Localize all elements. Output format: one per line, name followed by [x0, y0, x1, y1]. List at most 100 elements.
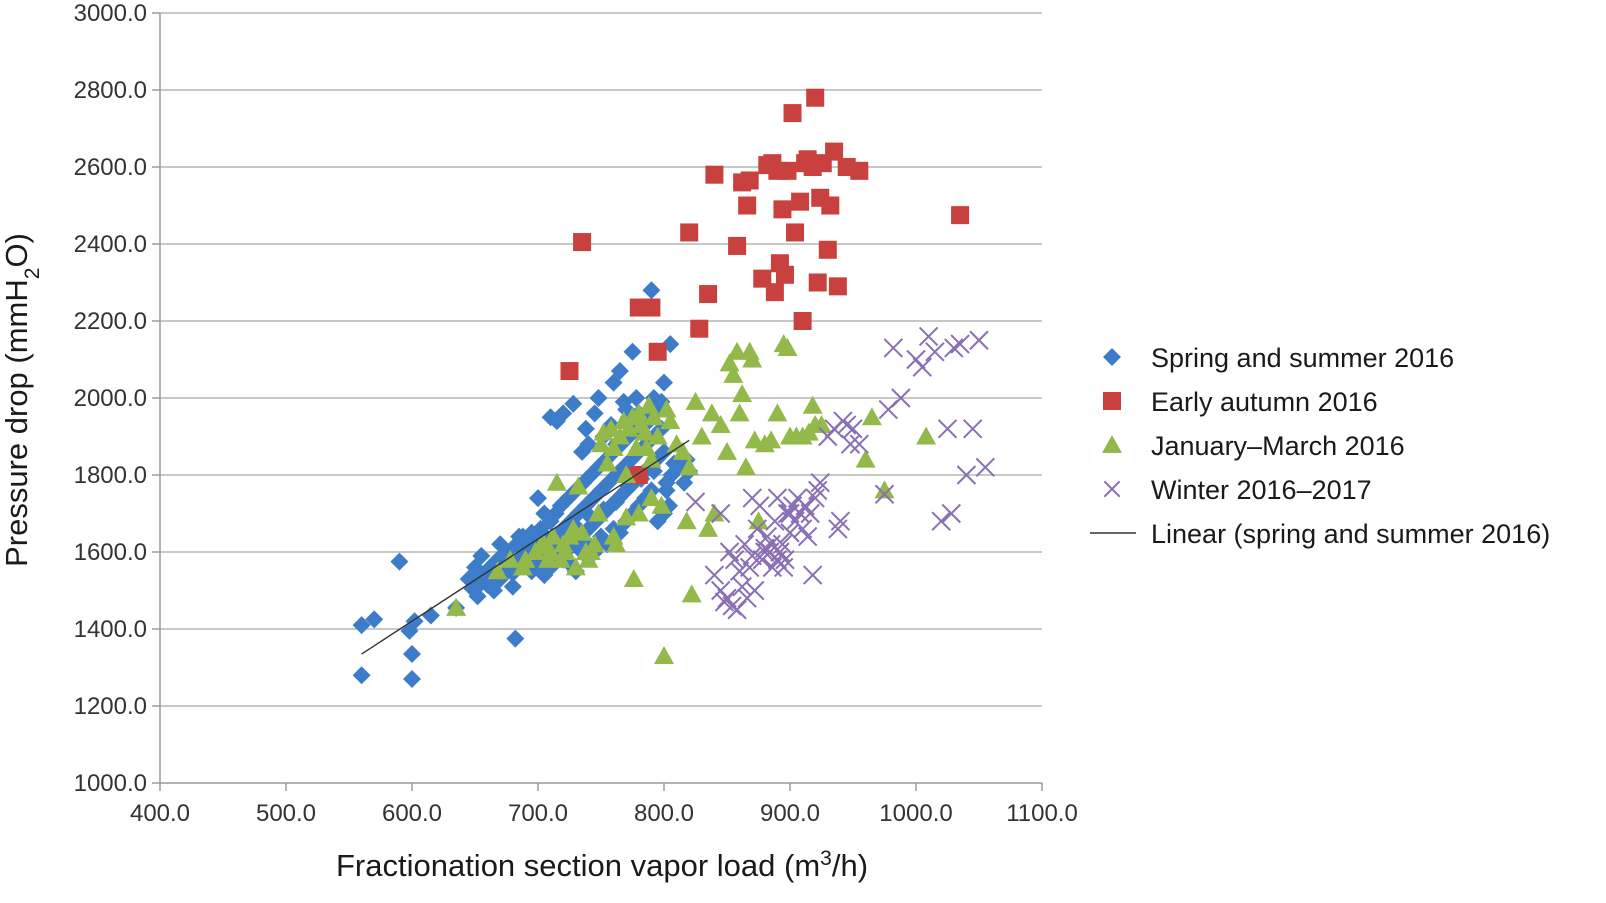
data-point [874, 484, 895, 504]
y-tick-label: 2400.0 [74, 231, 147, 258]
data-point [623, 342, 642, 361]
data-point [944, 338, 964, 358]
data-point-stroke [767, 488, 788, 508]
data-point-stroke [747, 519, 767, 539]
data-point [775, 549, 795, 570]
x-tick-label: 1000.0 [879, 800, 952, 827]
y-tick-label: 1600.0 [74, 539, 147, 566]
data-point [512, 557, 533, 576]
data-point [603, 526, 624, 545]
data-point [572, 522, 593, 541]
data-point [691, 426, 712, 445]
legend-swatch [1103, 480, 1121, 498]
legend-label: January–March 2016 [1151, 431, 1405, 461]
trendline-group [361, 439, 690, 655]
data-point [565, 557, 586, 576]
data-point [568, 476, 589, 495]
legend-item: Early autumn 2016 [1103, 387, 1378, 417]
y-tick-label: 1000.0 [74, 770, 147, 797]
data-point [672, 441, 693, 460]
data-point [761, 534, 781, 555]
data-point-stroke [975, 457, 996, 478]
legend-swatch [1103, 392, 1121, 410]
data-point [723, 364, 744, 383]
data-point [941, 503, 961, 524]
data-point [747, 519, 767, 539]
data-point [579, 435, 598, 454]
legend-label: Linear (spring and summer 2016) [1151, 519, 1550, 549]
y-tick-label: 1200.0 [74, 693, 147, 720]
data-point-stroke [944, 338, 964, 358]
data-point-stroke [780, 503, 800, 524]
data-point [365, 610, 384, 629]
data-point [503, 577, 522, 596]
data-point-stroke [830, 511, 851, 531]
data-point [717, 441, 737, 460]
data-point [546, 472, 567, 491]
data-point [487, 561, 508, 580]
x-tick-label: 600.0 [382, 800, 442, 827]
data-point-stroke [941, 503, 961, 524]
legend-label: Spring and summer 2016 [1151, 343, 1454, 373]
data-point [403, 670, 421, 689]
data-point [740, 171, 759, 190]
data-point [352, 616, 371, 635]
data-point [732, 384, 753, 403]
y-tick-label: 2200.0 [74, 308, 147, 335]
data-point [710, 503, 731, 524]
data-point [576, 419, 595, 438]
legend-item: Spring and summer 2016 [1103, 343, 1454, 373]
y-tick-label: 3000.0 [74, 0, 147, 27]
y-tick-label: 2000.0 [74, 385, 147, 412]
data-point-stroke [739, 557, 760, 578]
x-tick-label: 800.0 [634, 800, 694, 827]
data-point [739, 557, 760, 578]
legend-swatch-stroke [1103, 480, 1121, 498]
data-point-stroke [710, 503, 731, 524]
series-2 [446, 334, 937, 664]
data-point [742, 546, 762, 566]
data-point-stroke [828, 519, 848, 539]
data-point [641, 449, 662, 468]
data-point [791, 192, 810, 211]
data-point [701, 403, 722, 422]
data-point [728, 236, 747, 255]
data-point [472, 546, 491, 565]
data-point-stroke [765, 511, 785, 531]
data-point [734, 534, 755, 555]
data-point-stroke [843, 419, 863, 439]
data-point [597, 453, 618, 472]
data-point [742, 349, 763, 368]
data-point [931, 511, 951, 531]
data-point [738, 196, 757, 215]
data-point [797, 526, 818, 547]
x-tick-label: 700.0 [508, 800, 568, 827]
data-point [648, 342, 667, 361]
data-point [529, 489, 547, 508]
data-point [950, 334, 970, 354]
data-point-stroke [883, 338, 904, 358]
data-point [765, 283, 784, 302]
data-point-stroke [925, 342, 945, 362]
data-point-stroke [719, 542, 740, 562]
data-point [651, 495, 672, 514]
data-point-stroke [742, 488, 762, 508]
data-point [506, 629, 525, 648]
data-point-stroke [780, 523, 800, 543]
data-point-stroke [775, 549, 795, 570]
data-point-stroke [761, 534, 781, 555]
trendline [361, 439, 690, 655]
data-point [627, 389, 646, 407]
data-point [836, 415, 857, 435]
data-point [643, 407, 664, 426]
data-point [765, 511, 785, 531]
y-tick-label: 1800.0 [74, 462, 147, 489]
data-point-stroke [912, 357, 933, 377]
data-point [564, 394, 583, 413]
data-point-stroke [727, 600, 747, 620]
data-point [610, 362, 629, 381]
data-point-stroke [891, 388, 911, 408]
data-point [698, 518, 719, 537]
legend: Spring and summer 2016 Early autumn 2016 J… [1090, 343, 1550, 549]
